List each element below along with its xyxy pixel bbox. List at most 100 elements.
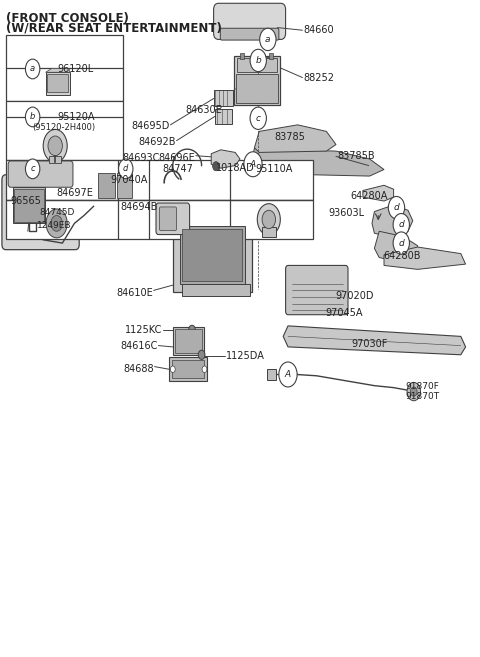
Bar bbox=[96, 171, 134, 201]
Circle shape bbox=[48, 136, 62, 156]
Bar bbox=[234, 56, 280, 105]
Text: 84630E: 84630E bbox=[185, 104, 222, 115]
Text: 91870F: 91870F bbox=[405, 382, 439, 391]
Text: 83785: 83785 bbox=[275, 132, 305, 143]
Text: 97030F: 97030F bbox=[351, 339, 388, 350]
Bar bbox=[269, 53, 273, 59]
Text: 97020D: 97020D bbox=[335, 290, 373, 301]
FancyBboxPatch shape bbox=[159, 207, 177, 231]
Bar bbox=[117, 173, 132, 198]
Text: (W/REAR SEAT ENTERTAINMENT): (W/REAR SEAT ENTERTAINMENT) bbox=[6, 22, 222, 35]
Text: 96565: 96565 bbox=[11, 196, 41, 206]
Text: 1018AD: 1018AD bbox=[216, 163, 255, 173]
Circle shape bbox=[250, 107, 266, 129]
FancyBboxPatch shape bbox=[220, 28, 279, 40]
Bar bbox=[172, 360, 204, 378]
Text: 83785B: 83785B bbox=[337, 151, 374, 162]
Bar bbox=[237, 58, 277, 72]
Text: 1125DA: 1125DA bbox=[226, 351, 264, 361]
Text: 97040A: 97040A bbox=[110, 175, 148, 185]
Text: 97045A: 97045A bbox=[325, 307, 363, 318]
Text: 1125KC: 1125KC bbox=[125, 325, 162, 335]
Text: a: a bbox=[30, 64, 35, 74]
Bar bbox=[267, 369, 276, 380]
Text: A: A bbox=[250, 160, 256, 169]
Circle shape bbox=[407, 382, 420, 401]
Polygon shape bbox=[374, 231, 418, 263]
Bar bbox=[98, 173, 115, 198]
Polygon shape bbox=[372, 205, 413, 238]
Circle shape bbox=[51, 215, 62, 231]
Text: c: c bbox=[30, 164, 35, 173]
Polygon shape bbox=[250, 148, 384, 176]
Text: 84695D: 84695D bbox=[131, 121, 169, 131]
Bar bbox=[262, 227, 276, 237]
FancyBboxPatch shape bbox=[156, 203, 190, 235]
Polygon shape bbox=[211, 150, 240, 168]
Bar bbox=[13, 187, 45, 223]
Text: d: d bbox=[398, 238, 404, 248]
Circle shape bbox=[170, 366, 175, 373]
Bar bbox=[6, 160, 313, 200]
Bar bbox=[46, 72, 70, 95]
Circle shape bbox=[25, 159, 40, 179]
Text: 84696E: 84696E bbox=[158, 152, 195, 163]
Bar bbox=[175, 329, 202, 353]
Text: 84745D: 84745D bbox=[39, 208, 75, 217]
Bar bbox=[47, 74, 68, 92]
Circle shape bbox=[388, 196, 405, 219]
Polygon shape bbox=[46, 68, 70, 72]
Circle shape bbox=[260, 28, 276, 51]
Text: 84747: 84747 bbox=[162, 164, 193, 174]
Polygon shape bbox=[384, 247, 466, 269]
Circle shape bbox=[43, 129, 67, 162]
Text: a: a bbox=[265, 35, 271, 44]
Text: A: A bbox=[285, 370, 291, 379]
Text: (95120-2H400): (95120-2H400) bbox=[33, 123, 96, 132]
Bar bbox=[180, 226, 245, 284]
Bar bbox=[240, 53, 244, 59]
Bar bbox=[182, 284, 250, 296]
Circle shape bbox=[393, 232, 409, 254]
FancyBboxPatch shape bbox=[286, 265, 348, 315]
Text: d: d bbox=[123, 164, 129, 173]
Circle shape bbox=[244, 152, 262, 177]
Text: 64280B: 64280B bbox=[383, 251, 420, 261]
Text: b: b bbox=[30, 112, 36, 122]
Text: 84697E: 84697E bbox=[56, 188, 93, 198]
Text: 64280A: 64280A bbox=[350, 191, 388, 201]
Bar bbox=[214, 90, 233, 106]
Bar bbox=[266, 57, 269, 67]
Text: 91870T: 91870T bbox=[405, 392, 439, 401]
Text: 84693C: 84693C bbox=[122, 152, 160, 163]
Circle shape bbox=[262, 210, 276, 229]
Text: d: d bbox=[394, 203, 399, 212]
Circle shape bbox=[213, 162, 219, 171]
Bar bbox=[49, 156, 61, 163]
Text: 95110A: 95110A bbox=[255, 164, 292, 174]
Circle shape bbox=[25, 107, 40, 127]
Circle shape bbox=[279, 362, 297, 387]
Bar bbox=[14, 189, 44, 222]
FancyBboxPatch shape bbox=[173, 213, 252, 292]
Circle shape bbox=[410, 387, 417, 396]
Text: d: d bbox=[398, 220, 404, 229]
Circle shape bbox=[250, 49, 266, 72]
Bar bbox=[215, 109, 232, 124]
Bar bbox=[236, 74, 278, 103]
FancyBboxPatch shape bbox=[2, 175, 79, 250]
Circle shape bbox=[257, 204, 280, 235]
Text: 84694B: 84694B bbox=[120, 202, 157, 212]
Bar bbox=[169, 357, 207, 381]
Polygon shape bbox=[283, 326, 466, 355]
Circle shape bbox=[46, 209, 67, 238]
Text: 84660: 84660 bbox=[303, 25, 334, 35]
Bar bbox=[6, 200, 313, 239]
Text: 84688: 84688 bbox=[123, 364, 154, 374]
FancyBboxPatch shape bbox=[214, 3, 286, 39]
Text: 1249EB: 1249EB bbox=[37, 221, 72, 230]
Text: c: c bbox=[256, 114, 261, 123]
Text: 84692B: 84692B bbox=[138, 137, 176, 147]
Text: 95120A: 95120A bbox=[58, 112, 95, 122]
Text: b: b bbox=[255, 56, 261, 65]
